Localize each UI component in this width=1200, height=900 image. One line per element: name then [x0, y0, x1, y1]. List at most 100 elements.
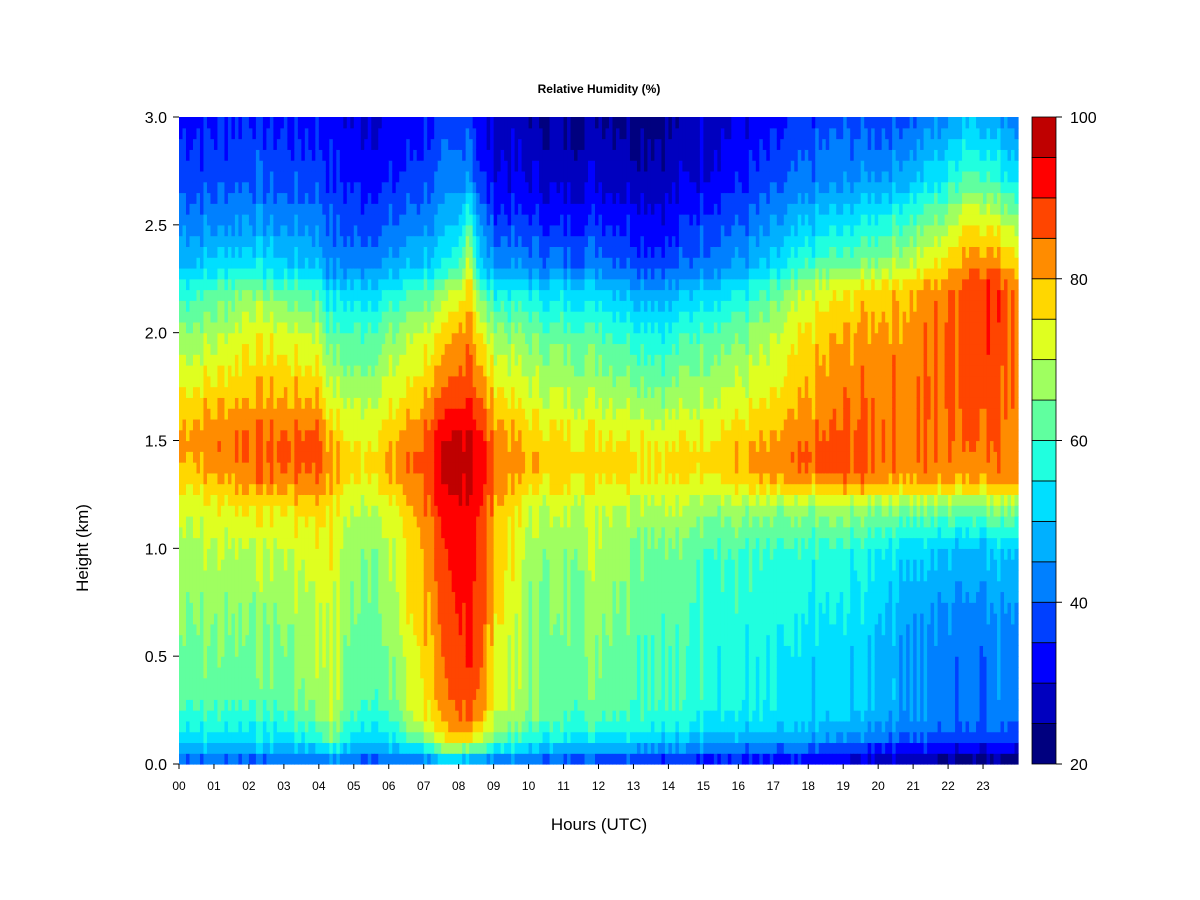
- heatmap-cell: [423, 246, 428, 258]
- heatmap-cell: [262, 246, 267, 258]
- heatmap-cell: [262, 332, 267, 345]
- heatmap-cell: [224, 440, 229, 452]
- heatmap-cell: [276, 278, 281, 291]
- heatmap-cell: [395, 203, 400, 215]
- heatmap-cell: [311, 365, 316, 377]
- heatmap-cell: [308, 494, 313, 506]
- heatmap-cell: [301, 181, 306, 194]
- heatmap-cell: [203, 505, 208, 517]
- heatmap-cell: [392, 375, 397, 388]
- heatmap-cell: [374, 526, 379, 539]
- heatmap-cell: [374, 289, 379, 301]
- heatmap-cell: [434, 623, 439, 636]
- heatmap-cell: [220, 311, 226, 323]
- heatmap-cell: [423, 149, 428, 161]
- heatmap-cell: [308, 451, 313, 463]
- heatmap-cell: [420, 354, 425, 366]
- heatmap-cell: [294, 289, 299, 301]
- heatmap-cell: [458, 192, 463, 204]
- heatmap-cell: [465, 170, 470, 183]
- heatmap-cell: [287, 224, 292, 237]
- heatmap-cell: [451, 235, 456, 247]
- heatmap-cell: [318, 472, 323, 485]
- heatmap-cell: [448, 203, 453, 215]
- heatmap-cell: [269, 569, 274, 582]
- heatmap-cell: [283, 537, 288, 549]
- heatmap-cell: [444, 559, 449, 571]
- heatmap-cell: [266, 127, 271, 140]
- heatmap-cell: [276, 267, 281, 280]
- heatmap-cell: [441, 257, 446, 269]
- heatmap-cell: [392, 214, 397, 226]
- heatmap-cell: [227, 160, 233, 172]
- heatmap-cell: [287, 386, 292, 398]
- heatmap-cell: [364, 203, 369, 215]
- heatmap-cell: [360, 731, 365, 744]
- heatmap-cell: [224, 677, 229, 690]
- heatmap-cell: [210, 321, 215, 334]
- heatmap-cell: [308, 365, 313, 377]
- heatmap-cell: [385, 602, 390, 614]
- heatmap-cell: [304, 731, 309, 744]
- heatmap-cell: [245, 753, 250, 765]
- heatmap-cell: [273, 688, 278, 700]
- heatmap-cell: [283, 623, 288, 636]
- heatmap-cell: [189, 623, 194, 636]
- heatmap-cell: [367, 699, 372, 711]
- heatmap-cell: [420, 613, 425, 625]
- heatmap-cell: [465, 192, 470, 204]
- heatmap-cell: [311, 569, 316, 582]
- heatmap-cell: [360, 548, 365, 560]
- heatmap-cell: [283, 300, 288, 312]
- heatmap-cell: [448, 343, 453, 355]
- heatmap-cell: [448, 235, 453, 247]
- heatmap-cell: [248, 203, 254, 215]
- heatmap-cell: [276, 742, 281, 754]
- heatmap-cell: [350, 602, 355, 614]
- heatmap-cell: [311, 483, 316, 496]
- heatmap-cell: [234, 559, 240, 571]
- heatmap-cell: [423, 354, 428, 366]
- heatmap-cell: [220, 300, 226, 312]
- heatmap-cell: [252, 278, 257, 291]
- heatmap-cell: [182, 731, 187, 744]
- heatmap-cell: [234, 710, 240, 722]
- heatmap-cell: [283, 365, 288, 377]
- heatmap-cell: [231, 117, 236, 129]
- heatmap-cell: [465, 688, 470, 700]
- heatmap-cell: [280, 505, 285, 517]
- heatmap-cell: [441, 117, 446, 129]
- heatmap-cell: [311, 408, 316, 420]
- heatmap-cell: [231, 677, 236, 690]
- heatmap-cell: [210, 386, 215, 398]
- heatmap-cell: [283, 666, 288, 679]
- heatmap-cell: [203, 742, 208, 754]
- heatmap-cell: [427, 429, 432, 442]
- heatmap-cell: [224, 192, 229, 204]
- heatmap-cell: [192, 537, 198, 549]
- heatmap-cell: [182, 235, 187, 247]
- heatmap-cell: [311, 181, 316, 194]
- heatmap-cell: [381, 472, 386, 485]
- heatmap-cell: [199, 429, 205, 442]
- heatmap-cell: [350, 440, 355, 452]
- heatmap-cell: [318, 688, 323, 700]
- heatmap-cell: [465, 224, 470, 237]
- heatmap-cell: [395, 505, 400, 517]
- heatmap-cell: [182, 645, 187, 657]
- heatmap-cell: [206, 343, 212, 355]
- heatmap-cell: [196, 688, 201, 700]
- heatmap-cell: [455, 623, 460, 636]
- heatmap-cell: [315, 343, 320, 355]
- heatmap-cell: [179, 505, 184, 517]
- heatmap-cell: [413, 311, 418, 323]
- heatmap-cell: [409, 160, 414, 172]
- heatmap-cell: [280, 462, 285, 474]
- heatmap-cell: [262, 289, 267, 301]
- heatmap-cell: [220, 580, 226, 593]
- heatmap-cell: [203, 214, 208, 226]
- heatmap-cell: [462, 634, 467, 646]
- heatmap-cell: [360, 203, 365, 215]
- heatmap-cell: [269, 418, 274, 431]
- heatmap-cell: [315, 602, 320, 614]
